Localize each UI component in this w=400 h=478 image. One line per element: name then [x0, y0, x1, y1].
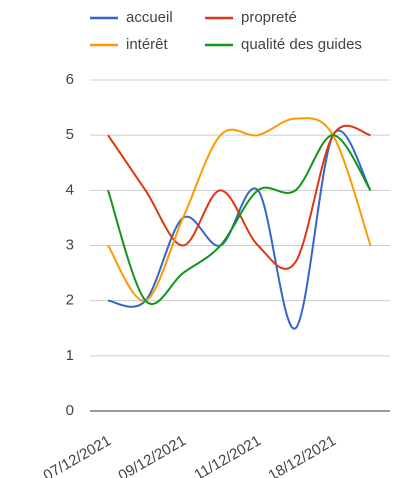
- x-tick-label: 09/12/2021: [115, 432, 189, 478]
- y-tick-label: 5: [66, 126, 74, 143]
- legend-label: propreté: [241, 9, 297, 26]
- legend-label: accueil: [126, 9, 173, 26]
- series-line: [107, 134, 372, 305]
- x-tick-label: 18/12/2021: [265, 432, 339, 478]
- y-tick-label: 1: [66, 347, 74, 364]
- y-tick-label: 6: [66, 71, 74, 88]
- legend-label: intérêt: [126, 36, 169, 53]
- legend-label: qualité des guides: [241, 36, 362, 53]
- y-tick-label: 4: [66, 181, 74, 198]
- x-tick-label: 11/12/2021: [191, 432, 264, 478]
- y-tick-label: 2: [66, 292, 74, 309]
- x-tick-label: 07/12/2021: [40, 432, 114, 478]
- series-line: [107, 124, 371, 270]
- y-tick-label: 0: [66, 402, 74, 419]
- y-tick-label: 3: [66, 236, 74, 253]
